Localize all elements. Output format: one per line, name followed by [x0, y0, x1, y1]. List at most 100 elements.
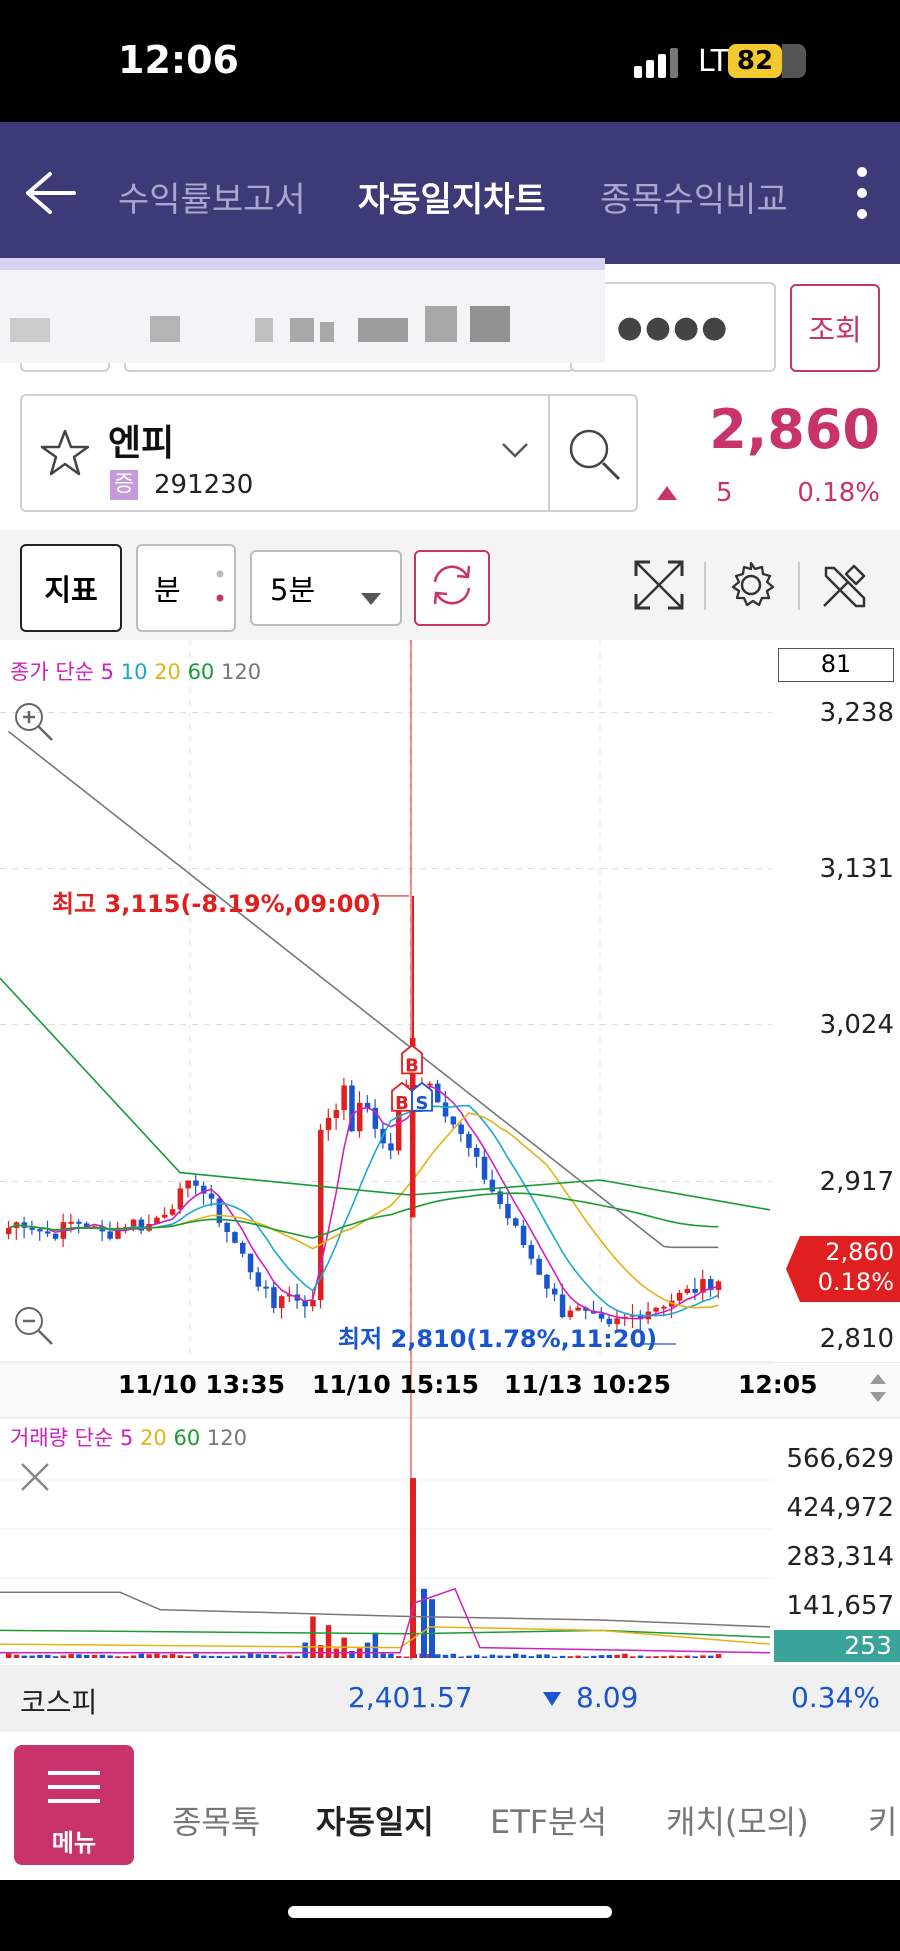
candle-body	[154, 1217, 160, 1224]
volume-bar	[162, 1655, 168, 1658]
scroll-arrows-icon[interactable]	[868, 1370, 888, 1410]
home-indicator[interactable]	[288, 1906, 612, 1918]
volume-bar	[240, 1655, 246, 1658]
more-options-icon[interactable]	[856, 166, 868, 224]
volume-bar	[286, 1655, 293, 1658]
candle-body	[364, 1102, 371, 1108]
candle-body	[700, 1279, 706, 1293]
status-bar: 12:06 LTE 82	[0, 0, 900, 122]
menu-label: 메뉴	[51, 1829, 97, 1857]
candle-body	[279, 1296, 285, 1308]
volume-bar	[232, 1655, 238, 1658]
candle-body	[52, 1233, 59, 1239]
expand-icon[interactable]	[632, 558, 686, 616]
nav-auto-journal[interactable]: 자동일지	[316, 1803, 434, 1841]
favorite-star-icon[interactable]	[40, 428, 90, 482]
nav-catch-mock[interactable]: 캐치(모의)	[666, 1803, 809, 1841]
volume-bar	[450, 1653, 457, 1658]
volume-bar	[107, 1655, 113, 1658]
candle-body	[255, 1272, 262, 1287]
volume-bar	[115, 1656, 121, 1658]
candle-body	[552, 1288, 558, 1295]
candle-body	[208, 1193, 215, 1199]
candle-body	[528, 1245, 535, 1259]
x-label-1: 11/10 13:35	[118, 1370, 285, 1399]
interval-select[interactable]: 5분	[250, 550, 402, 626]
nav-etf-analysis[interactable]: ETF분석	[490, 1803, 608, 1841]
volume-bar	[435, 1654, 441, 1658]
candle-body	[45, 1231, 51, 1234]
candle-body	[575, 1307, 581, 1311]
volume-bar	[318, 1645, 324, 1658]
candle-body	[497, 1191, 503, 1205]
volume-bar	[708, 1655, 714, 1658]
search-icon[interactable]	[566, 426, 622, 486]
volume-bar	[466, 1655, 472, 1658]
down-triangle-icon	[542, 1691, 562, 1711]
volume-bar	[263, 1654, 269, 1658]
candle-body	[263, 1286, 269, 1289]
volume-bar	[505, 1655, 511, 1658]
nav-stock-talk[interactable]: 종목톡	[172, 1803, 261, 1841]
y-label-2: 3,131	[819, 854, 894, 884]
query-button[interactable]: 조회	[790, 284, 880, 372]
ma60-line	[8, 1192, 719, 1239]
volume-bar	[421, 1588, 427, 1658]
volume-bar	[123, 1656, 129, 1658]
zoom-in-icon[interactable]	[10, 698, 56, 748]
zoom-out-icon[interactable]	[10, 1302, 56, 1352]
candle-body	[177, 1188, 184, 1210]
volume-bar	[520, 1654, 527, 1658]
volume-bar	[177, 1655, 184, 1658]
ma10-label: 10	[120, 660, 148, 684]
x-axis-band	[0, 1362, 900, 1418]
gear-icon[interactable]	[726, 560, 776, 614]
volume-bar	[692, 1656, 698, 1658]
candle-body	[692, 1288, 698, 1293]
index-name: 코스피	[20, 1686, 98, 1719]
volume-bar	[575, 1655, 581, 1658]
candle-body	[513, 1218, 519, 1226]
y-label-3: 3,024	[819, 1010, 894, 1040]
trade-marker-label-0: B	[405, 1055, 419, 1076]
trade-marker-label-1: B	[395, 1093, 409, 1114]
dropdown-triangle-icon	[360, 580, 382, 614]
candle-body	[107, 1231, 113, 1239]
candle-body	[130, 1219, 137, 1228]
candle-body	[286, 1294, 293, 1297]
volume-bar	[6, 1653, 12, 1658]
period-unit-select[interactable]: 분	[136, 544, 236, 632]
candle-body	[193, 1180, 199, 1186]
tools-icon[interactable]	[818, 560, 870, 616]
candle-body	[37, 1229, 43, 1232]
volume-bar	[700, 1655, 706, 1658]
signal-icon	[634, 48, 680, 82]
chevron-down-icon[interactable]	[500, 440, 530, 464]
vma120-label: 120	[206, 1426, 247, 1450]
candle-body	[185, 1180, 191, 1189]
volume-bar	[653, 1656, 659, 1658]
refresh-button[interactable]	[414, 550, 490, 626]
vol-ma5-line	[0, 1587, 771, 1654]
close-icon[interactable]	[18, 1460, 52, 1498]
indicator-button[interactable]: 지표	[20, 544, 122, 632]
candle-body	[333, 1110, 340, 1118]
tab-stock-profit-compare[interactable]: 종목수익비교	[600, 180, 788, 220]
candle-body	[637, 1314, 644, 1320]
volume-axis-bg	[772, 1432, 900, 1632]
nav-more-partial[interactable]: 키	[868, 1803, 898, 1841]
menu-button[interactable]: 메뉴	[14, 1745, 134, 1865]
vol-ma120-line	[0, 1591, 771, 1628]
candle-body	[661, 1306, 667, 1309]
volume-bar	[630, 1656, 636, 1658]
back-arrow-icon[interactable]	[22, 168, 78, 222]
candle-body	[442, 1102, 449, 1117]
volume-bar	[29, 1655, 35, 1658]
tab-auto-journal-chart[interactable]: 자동일지차트	[358, 180, 546, 220]
candle-body	[435, 1083, 441, 1103]
tab-profit-report[interactable]: 수익률보고서	[118, 180, 306, 220]
candle-body	[76, 1221, 82, 1224]
candle-body	[466, 1133, 472, 1148]
volume-bar	[380, 1653, 386, 1658]
